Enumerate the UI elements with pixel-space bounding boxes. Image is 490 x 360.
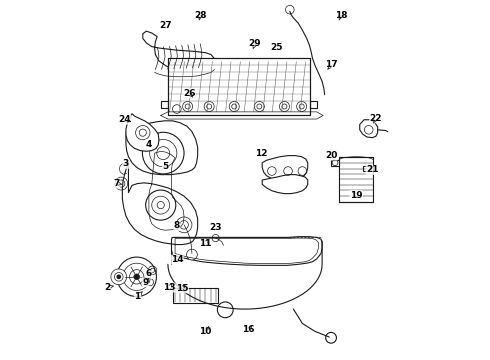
Text: 26: 26 bbox=[183, 89, 196, 98]
Text: 8: 8 bbox=[174, 221, 180, 230]
Circle shape bbox=[218, 302, 233, 318]
Text: 18: 18 bbox=[335, 10, 347, 19]
Text: 24: 24 bbox=[119, 115, 131, 124]
Text: 17: 17 bbox=[325, 60, 338, 69]
Text: 23: 23 bbox=[209, 223, 222, 232]
Text: 1: 1 bbox=[134, 292, 141, 301]
Text: 2: 2 bbox=[104, 283, 110, 292]
Circle shape bbox=[117, 275, 121, 279]
Circle shape bbox=[176, 217, 192, 233]
Text: 19: 19 bbox=[350, 190, 363, 199]
Circle shape bbox=[146, 190, 176, 220]
Text: 3: 3 bbox=[123, 159, 129, 168]
Polygon shape bbox=[161, 58, 317, 116]
Text: 29: 29 bbox=[249, 39, 261, 48]
Polygon shape bbox=[172, 288, 218, 303]
Text: 4: 4 bbox=[146, 140, 152, 149]
Text: 6: 6 bbox=[146, 269, 152, 278]
Polygon shape bbox=[331, 160, 339, 166]
Text: 27: 27 bbox=[159, 21, 171, 30]
Text: 22: 22 bbox=[369, 114, 382, 123]
Polygon shape bbox=[360, 120, 378, 138]
Polygon shape bbox=[339, 157, 373, 202]
Circle shape bbox=[134, 274, 140, 280]
Text: 16: 16 bbox=[243, 325, 255, 334]
Text: 15: 15 bbox=[176, 284, 189, 293]
Text: 14: 14 bbox=[171, 255, 183, 264]
Circle shape bbox=[187, 249, 197, 260]
Text: 21: 21 bbox=[366, 166, 379, 175]
Text: 10: 10 bbox=[198, 327, 211, 336]
Polygon shape bbox=[262, 156, 308, 181]
Polygon shape bbox=[172, 237, 322, 265]
Text: 7: 7 bbox=[113, 179, 120, 188]
Text: 25: 25 bbox=[270, 43, 283, 52]
Polygon shape bbox=[363, 166, 371, 171]
Circle shape bbox=[117, 257, 156, 297]
Text: 13: 13 bbox=[163, 283, 175, 292]
Text: 12: 12 bbox=[255, 149, 268, 158]
Polygon shape bbox=[126, 114, 159, 151]
Circle shape bbox=[111, 269, 126, 285]
Circle shape bbox=[143, 132, 184, 174]
Text: 20: 20 bbox=[325, 151, 337, 160]
Text: 11: 11 bbox=[198, 239, 211, 248]
Text: 5: 5 bbox=[162, 162, 169, 171]
Text: 9: 9 bbox=[142, 278, 148, 287]
Text: 28: 28 bbox=[194, 10, 206, 19]
Polygon shape bbox=[262, 175, 308, 194]
Polygon shape bbox=[126, 121, 197, 175]
Polygon shape bbox=[143, 31, 216, 73]
